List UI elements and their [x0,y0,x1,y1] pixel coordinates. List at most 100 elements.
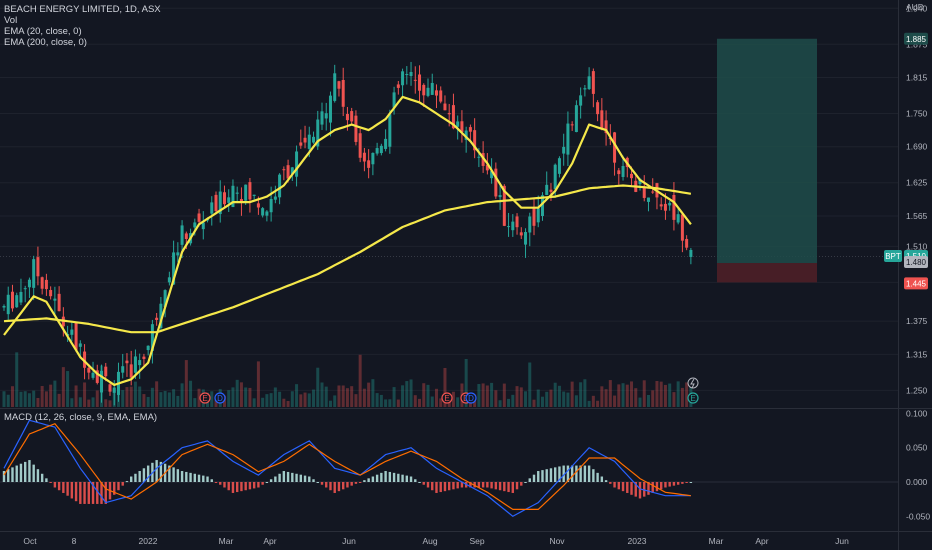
ema200-indicator-label[interactable]: EMA (200, close, 0) [4,37,87,48]
candle-body [10,291,14,309]
macd-histogram-bar [498,482,502,491]
macd-histogram-bar [388,471,392,482]
ema20-line [3,95,692,386]
candle-body [570,124,574,126]
macd-histogram-bar [91,482,95,504]
earnings-marker-icon [441,392,453,404]
volume-bar [15,352,19,407]
volume-bar [532,399,536,407]
candle-body [15,295,19,308]
volume-bar [392,387,396,407]
volume-bar [439,398,443,407]
volume-bar [570,381,574,407]
candle-body [659,204,663,207]
candle-body [201,222,205,230]
candle-body [536,208,540,223]
macd-histogram-bar [575,465,578,482]
macd-histogram-bar [626,482,629,493]
vol-indicator-label[interactable]: Vol [4,15,18,26]
macd-histogram-bar [681,482,684,484]
candle-body [566,123,570,155]
lightning-icon [687,377,699,389]
volume-bar [375,393,379,407]
macd-histogram-bar [592,469,595,482]
macd-histogram-bar [57,482,61,491]
macd-line [3,419,691,518]
macd-indicator-label[interactable]: MACD (12, 26, close, 9, EMA, EMA) [4,412,158,423]
event-markers[interactable]: EDEDDE [199,377,699,404]
candle-body [112,387,116,393]
macd-histogram-bar [303,475,307,482]
volume-bar [354,394,358,407]
volume-bar [214,399,218,407]
macd-histogram-bar [448,482,451,491]
volume-bar [189,380,193,407]
macd-histogram-bar [269,479,273,482]
macd-histogram-bar [554,467,557,482]
candle-body [248,182,252,200]
time-axis[interactable]: Oct 8 2022 Mar Apr Jun Aug Sep Nov 2023 Mar Apr Jun [23,536,849,546]
time-tick-label: Apr [755,536,768,546]
candle-body [78,343,82,347]
macd-histogram-bar [320,482,324,485]
candle-body [426,87,430,96]
volume-bar [104,399,108,407]
volume-bar [409,379,413,407]
candle-body [680,214,684,241]
candle-body [282,169,286,171]
candle-body [316,119,320,147]
volume-bar [142,394,146,407]
volume-bar [333,395,337,407]
macd-histogram-bar [452,482,455,490]
macd-histogram-bar [426,482,430,488]
volume-bar [290,391,294,407]
volume-bar [2,391,6,407]
volume-bar [528,362,532,407]
candle-body [358,133,362,158]
position-tool[interactable] [717,38,817,283]
candle-body [328,95,332,123]
volume-bar [379,394,383,407]
candle-body [443,103,447,111]
price-tick-label: 1.625 [906,178,928,188]
symbol-title[interactable]: BEACH ENERGY LIMITED, 1D, ASX [4,4,161,15]
price-tick-label: 1.510 [906,241,928,251]
macd-histogram-bar [104,482,107,504]
chart-legend: BEACH ENERGY LIMITED, 1D, ASX Vol EMA (2… [4,4,161,48]
candlesticks[interactable] [2,61,693,406]
macd-histogram-bar [503,482,506,492]
price-tick-label: 1.375 [906,316,928,326]
price-tick-label: 1.315 [906,349,928,359]
volume-bar [129,386,133,407]
macd-histogram-bar [507,482,510,493]
volume-bar [91,397,95,407]
volume-bar [108,400,112,407]
candle-body [269,198,273,213]
ema20-indicator-label[interactable]: EMA (20, close, 0) [4,26,82,37]
macd-histogram-bar [121,482,124,486]
candle-body [345,113,349,121]
target-zone [717,38,817,264]
macd-histogram-bar [600,476,604,482]
lightning-glyph [690,378,695,389]
macd-tick-label: 0.000 [906,477,928,487]
macd-histogram-bar [227,482,230,491]
volume-bar [685,382,689,407]
candle-body [159,303,163,329]
macd-histogram-bar [96,482,99,504]
macd-histogram-bar [486,482,489,488]
stop-zone [717,263,817,283]
macd-histogram-bar [435,482,438,493]
volume-bar [239,382,243,407]
macd-histogram-bar [32,464,35,482]
volume-bar [155,381,159,407]
volume-bar [562,391,566,407]
macd-histogram-bar [19,463,23,482]
candle-body [244,184,248,201]
macd-histogram-bar [295,473,298,482]
macd-histogram-bar [350,482,353,486]
volume-bar [146,396,150,407]
candle-body [557,158,561,174]
macd-histogram-bar [469,482,472,488]
